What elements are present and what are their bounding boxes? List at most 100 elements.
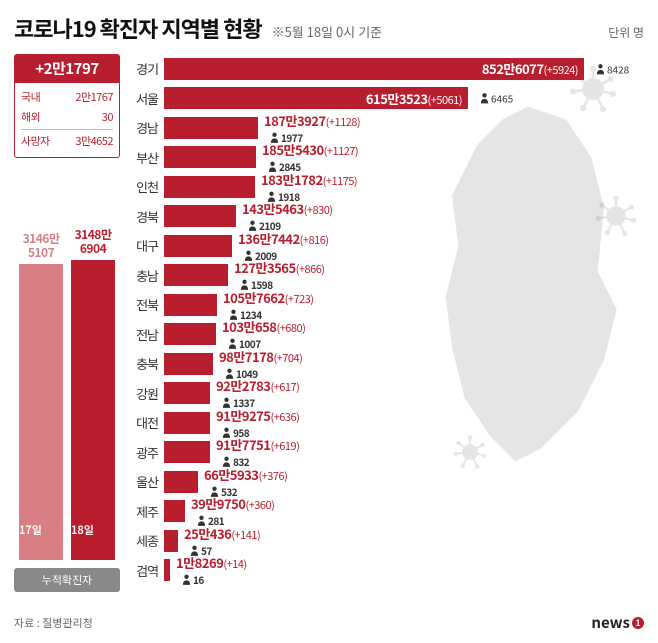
bar-wrap: 143만5463(+830) 2109 bbox=[164, 205, 648, 227]
page-title: 코로나19 확진자 지역별 현황 bbox=[14, 12, 262, 44]
region-delta: (+14) bbox=[223, 556, 246, 572]
bar-wrap: 25만436(+141) 57 bbox=[164, 530, 648, 552]
bar-wrap: 91만9275(+636) 958 bbox=[164, 412, 648, 434]
region-name: 전북 bbox=[128, 295, 164, 314]
region-total: 183만1782 bbox=[261, 170, 323, 189]
region-row: 인천 183만1782(+1175) 1918 bbox=[128, 172, 648, 202]
region-row: 전남 103만658(+680) 1007 bbox=[128, 320, 648, 350]
region-name: 인천 bbox=[128, 177, 164, 196]
region-bar: 105만7662(+723) 1234 bbox=[164, 294, 217, 316]
region-row: 경남 187만3927(+1128) 1977 bbox=[128, 113, 648, 143]
region-delta: (+360) bbox=[245, 497, 274, 513]
person-count: 6465 bbox=[491, 91, 513, 106]
summary-box: 국내 2만1767 해외 30 사망자 3만4652 bbox=[14, 83, 120, 158]
region-name: 경기 bbox=[128, 59, 164, 78]
bar-wrap: 66만5933(+376) 532 bbox=[164, 471, 648, 493]
region-total: 852만6077 bbox=[482, 59, 544, 78]
stat-value: 30 bbox=[102, 109, 113, 125]
region-delta: (+816) bbox=[300, 232, 329, 248]
region-name: 서울 bbox=[128, 89, 164, 108]
region-row: 제주 39만9750(+360) 281 bbox=[128, 497, 648, 527]
region-total: 66만5933 bbox=[204, 465, 258, 484]
region-bar: 615만3523(+5061) bbox=[164, 87, 468, 109]
region-total: 136만7442 bbox=[238, 229, 300, 248]
region-row: 검역 1만8269(+14) 16 bbox=[128, 556, 648, 586]
region-name: 경남 bbox=[128, 118, 164, 137]
region-bar: 25만436(+141) 57 bbox=[164, 530, 178, 552]
bar-wrap: 91만7751(+619) 832 bbox=[164, 441, 648, 463]
region-bar: 39만9750(+360) 281 bbox=[164, 500, 185, 522]
region-name: 부산 bbox=[128, 148, 164, 167]
bar-wrap: 183만1782(+1175) 1918 bbox=[164, 176, 648, 198]
region-row: 전북 105만7662(+723) 1234 bbox=[128, 290, 648, 320]
region-name: 세종 bbox=[128, 531, 164, 550]
person-count: 16 bbox=[193, 572, 204, 587]
region-bar: 185만5430(+1127) 2845 bbox=[164, 146, 256, 168]
region-name: 충남 bbox=[128, 266, 164, 285]
region-total: 187만3927 bbox=[264, 111, 326, 130]
region-bar: 127만3565(+866) 1598 bbox=[164, 264, 228, 286]
region-delta: (+830) bbox=[304, 202, 333, 218]
person-count-wrap: 6465 bbox=[480, 91, 513, 106]
region-name: 울산 bbox=[128, 472, 164, 491]
stat-value: 3만4652 bbox=[75, 133, 113, 149]
bar-value: 3148만6904 bbox=[75, 228, 112, 256]
person-count-wrap: 16 bbox=[182, 572, 247, 587]
region-delta: (+636) bbox=[270, 409, 299, 425]
region-name: 전남 bbox=[128, 325, 164, 344]
bar-wrap: 615만3523(+5061) 6465 bbox=[164, 87, 648, 109]
region-row: 강원 92만2783(+617) 1337 bbox=[128, 379, 648, 409]
region-row: 서울 615만3523(+5061) 6465 bbox=[128, 84, 648, 114]
region-bar: 852만6077(+5924) bbox=[164, 58, 584, 80]
region-row: 세종 25만436(+141) 57 bbox=[128, 526, 648, 556]
region-delta: (+704) bbox=[273, 350, 302, 366]
region-delta: (+1175) bbox=[323, 173, 357, 189]
region-name: 광주 bbox=[128, 443, 164, 462]
region-total: 98만7178 bbox=[219, 347, 273, 366]
region-delta: (+5061) bbox=[428, 92, 462, 108]
chart-area: 경기 852만6077(+5924) 8428 서울 615만3523(+506… bbox=[128, 54, 648, 585]
region-bar: 136만7442(+816) 2009 bbox=[164, 235, 232, 257]
stat-row-deaths: 사망자 3만4652 bbox=[21, 129, 113, 151]
stat-row-domestic: 국내 2만1767 bbox=[21, 87, 113, 107]
region-name: 대전 bbox=[128, 413, 164, 432]
bar-rect: 17일 bbox=[19, 264, 63, 560]
region-name: 검역 bbox=[128, 561, 164, 580]
region-bar: 187만3927(+1128) 1977 bbox=[164, 117, 258, 139]
person-icon bbox=[480, 93, 489, 104]
region-delta: (+617) bbox=[270, 379, 299, 395]
region-delta: (+723) bbox=[285, 291, 314, 307]
region-name: 충북 bbox=[128, 354, 164, 373]
cumulative-bars: 3146만5107 17일 3148만6904 18일 bbox=[14, 200, 120, 560]
footer: 자료 : 질병관리청 news1 bbox=[14, 612, 644, 633]
bar-wrap: 127만3565(+866) 1598 bbox=[164, 264, 648, 286]
bar-value: 3146만5107 bbox=[23, 232, 60, 260]
bar-wrap: 187만3927(+1128) 1977 bbox=[164, 117, 648, 139]
region-bar: 92만2783(+617) 1337 bbox=[164, 382, 210, 404]
header: 코로나19 확진자 지역별 현황 ※5월 18일 0시 기준 단위 명 bbox=[0, 0, 658, 48]
stat-value: 2만1767 bbox=[75, 89, 113, 105]
region-delta: (+866) bbox=[296, 261, 325, 277]
person-count: 8428 bbox=[607, 61, 629, 76]
region-name: 강원 bbox=[128, 384, 164, 403]
bar-wrap: 105만7662(+723) 1234 bbox=[164, 294, 648, 316]
cumulative-bar: 3148만6904 18일 bbox=[70, 228, 116, 560]
region-total: 185만5430 bbox=[262, 140, 324, 159]
region-name: 대구 bbox=[128, 236, 164, 255]
region-total: 127만3565 bbox=[234, 258, 296, 277]
region-row: 경북 143만5463(+830) 2109 bbox=[128, 202, 648, 232]
region-total: 25만436 bbox=[184, 524, 231, 543]
person-count-wrap: 8428 bbox=[596, 61, 629, 76]
region-bar: 103만658(+680) 1007 bbox=[164, 323, 216, 345]
region-total: 39만9750 bbox=[191, 494, 245, 513]
news1-logo: news1 bbox=[591, 612, 644, 633]
stat-label: 해외 bbox=[21, 109, 40, 125]
region-delta: (+5924) bbox=[544, 62, 578, 78]
bar-date: 17일 bbox=[19, 522, 63, 538]
stat-label: 사망자 bbox=[21, 133, 50, 149]
logo-text: news bbox=[591, 612, 630, 633]
source-label: 자료 : 질병관리청 bbox=[14, 615, 93, 631]
region-total: 92만2783 bbox=[216, 376, 270, 395]
bar-wrap: 39만9750(+360) 281 bbox=[164, 500, 648, 522]
bar-date: 18일 bbox=[71, 522, 115, 538]
